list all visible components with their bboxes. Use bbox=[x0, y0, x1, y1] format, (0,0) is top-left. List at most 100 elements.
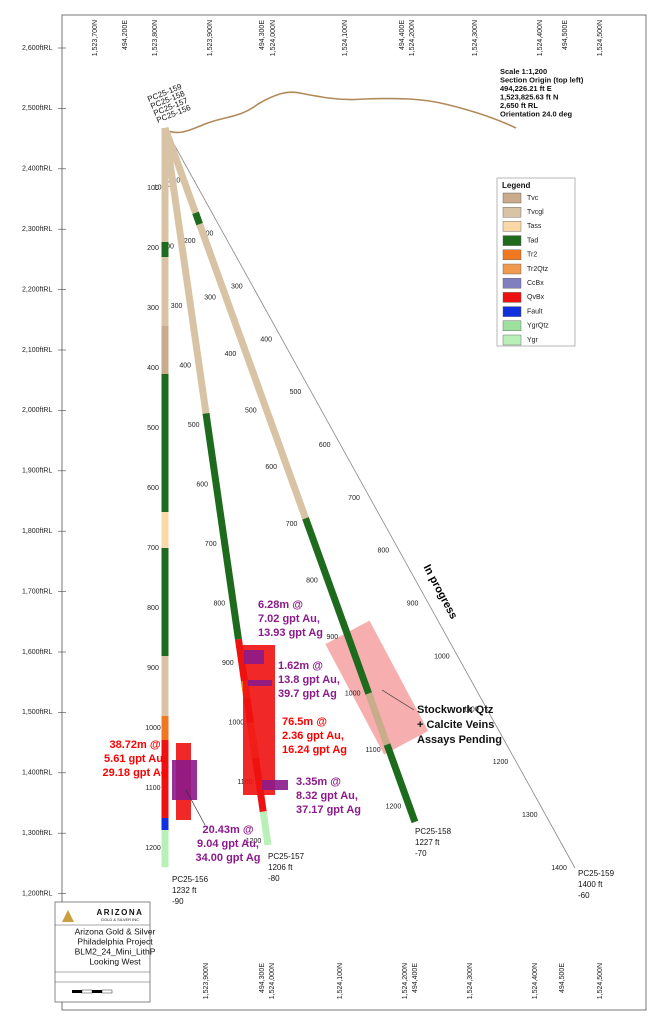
intercept-label: 39.7 gpt Ag bbox=[278, 688, 337, 700]
hole-end-label: -80 bbox=[268, 874, 280, 883]
depth-label: 1200 bbox=[246, 838, 262, 845]
hole-end-label: PC25-158 bbox=[415, 827, 452, 836]
elevation-label: 1,200ftRL bbox=[22, 890, 52, 897]
intercept-zone bbox=[262, 780, 288, 790]
legend-swatch bbox=[502, 278, 522, 289]
depth-label: 700 bbox=[205, 541, 217, 548]
depth-label: 500 bbox=[290, 389, 302, 396]
info-line: 494,226.21 ft E bbox=[500, 84, 552, 93]
legend-swatch bbox=[502, 249, 522, 261]
depth-label: 100 bbox=[154, 184, 166, 191]
leader-line bbox=[185, 789, 206, 826]
title-line: Looking West bbox=[89, 956, 141, 966]
depth-label: 700 bbox=[348, 495, 360, 502]
legend-label: Tvcgl bbox=[527, 209, 544, 216]
grid-label: 1,523,900N bbox=[203, 963, 210, 999]
depth-label: 200 bbox=[202, 231, 214, 238]
depth-label: 800 bbox=[306, 577, 318, 584]
depth-label: 800 bbox=[213, 600, 225, 607]
info-line: Scale 1:1,200 bbox=[500, 67, 547, 76]
depth-label: 700 bbox=[147, 545, 159, 552]
logo-text: ARIZONA bbox=[97, 908, 144, 917]
lithology-interval bbox=[192, 211, 203, 226]
depth-label: 600 bbox=[147, 485, 159, 492]
legend-swatch bbox=[502, 306, 522, 317]
topography bbox=[164, 91, 517, 134]
depth-label: 1000 bbox=[434, 653, 450, 660]
intercept-label: 16.24 gpt Ag bbox=[282, 744, 347, 756]
grid-label: 1,524,000N bbox=[269, 963, 276, 999]
depth-label: 600 bbox=[196, 482, 208, 489]
intercept-label: 2.36 gpt Au, bbox=[282, 730, 344, 742]
legend-swatch bbox=[502, 320, 522, 331]
elevation-label: 1,900ftRL bbox=[22, 468, 52, 475]
depth-label: 300 bbox=[231, 283, 243, 290]
title-line: Arizona Gold & Silver bbox=[75, 926, 156, 936]
elevation-label: 1,600ftRL bbox=[22, 649, 52, 656]
depth-label: 1200 bbox=[493, 759, 509, 766]
depth-label: 400 bbox=[147, 365, 159, 372]
depth-label: 400 bbox=[179, 363, 191, 370]
grid-label: 1,524,400N bbox=[532, 963, 539, 999]
grid-label: 1,523,900N bbox=[207, 20, 214, 56]
depth-label: 300 bbox=[204, 295, 216, 302]
lithology-interval bbox=[196, 222, 309, 520]
grid-label: 494,300E bbox=[259, 20, 266, 50]
depth-label: 500 bbox=[147, 425, 159, 432]
hole-end-label: -70 bbox=[415, 849, 427, 858]
legend-label: Ygr bbox=[527, 337, 539, 344]
hole-end-label: -60 bbox=[578, 891, 590, 900]
depth-label: 500 bbox=[188, 422, 200, 429]
depth-label: 1100 bbox=[145, 785, 160, 792]
annotation: Assays Pending bbox=[417, 734, 502, 746]
hole-end-label: 1227 ft bbox=[415, 838, 440, 847]
hole-end-label: PC25-156 bbox=[172, 875, 209, 884]
frame bbox=[61, 14, 647, 1011]
grid-label: 1,523,800N bbox=[152, 20, 159, 56]
title-line: BLM2_24_Mini_LithP bbox=[75, 946, 156, 956]
title-block: ARIZONA GOLD & SILVER INC Arizona Gold &… bbox=[54, 901, 156, 1003]
lithology-interval bbox=[202, 412, 242, 640]
depth-label: 400 bbox=[225, 351, 237, 358]
grid-label: 1,524,500N bbox=[597, 20, 604, 56]
grid-label: 494,200E bbox=[122, 20, 129, 50]
intercept-label: 29.18 gpt Ag bbox=[103, 767, 168, 779]
legend-swatch bbox=[502, 235, 522, 246]
legend-swatch bbox=[502, 192, 522, 204]
grid-label: 494,500E bbox=[562, 20, 569, 50]
info-line: Section Origin (top left) bbox=[500, 75, 584, 84]
grid-label: 1,524,300N bbox=[467, 963, 474, 999]
leader-line bbox=[381, 689, 415, 711]
intercept-zone bbox=[172, 760, 197, 800]
grid-label: 494,500E bbox=[559, 963, 566, 993]
grid-label: 494,400E bbox=[412, 963, 419, 993]
intercept-label: 8.32 gpt Au, bbox=[296, 790, 358, 802]
depth-label: 1300 bbox=[522, 812, 538, 819]
intercept-label: 34.00 gpt Ag bbox=[196, 852, 261, 864]
grid-label: 1,524,400N bbox=[537, 20, 544, 56]
drill-hole: 100 200 300 400 500 600 700 800 900 1000 1100 1200 1… bbox=[146, 82, 614, 900]
depth-label: 1000 bbox=[145, 725, 161, 732]
depth-label: 200 bbox=[184, 238, 196, 245]
scale-bar bbox=[72, 989, 113, 994]
grid-label: 1,524,200N bbox=[409, 20, 416, 56]
depth-label: 1100 bbox=[464, 706, 479, 713]
logo-subtext: GOLD & SILVER INC bbox=[101, 917, 139, 922]
legend-swatch bbox=[502, 206, 522, 218]
legend-label: Tad bbox=[527, 237, 538, 244]
elevation-label: 2,300ftRL bbox=[22, 226, 52, 233]
depth-label: 1100 bbox=[366, 747, 381, 754]
lithology-interval bbox=[383, 743, 419, 824]
legend-title: Legend bbox=[502, 181, 531, 190]
logo-mark bbox=[62, 910, 74, 922]
grid-label: 1,524,200N bbox=[402, 963, 409, 999]
hole-end-label: -90 bbox=[172, 897, 184, 906]
legend: Legend Tvc Tvcgl Tass Tad Tr2 Tr2Qtz CcBx QvBx Fa… bbox=[496, 177, 576, 347]
depth-label: 1400 bbox=[551, 865, 567, 872]
intercept-label: 13.93 gpt Ag bbox=[258, 627, 323, 639]
depth-label: 900 bbox=[147, 665, 159, 672]
grid-label: 494,400E bbox=[399, 20, 406, 50]
depth-label: 900 bbox=[326, 634, 338, 641]
intercept-label: 9.04 gpt Au, bbox=[197, 838, 259, 850]
